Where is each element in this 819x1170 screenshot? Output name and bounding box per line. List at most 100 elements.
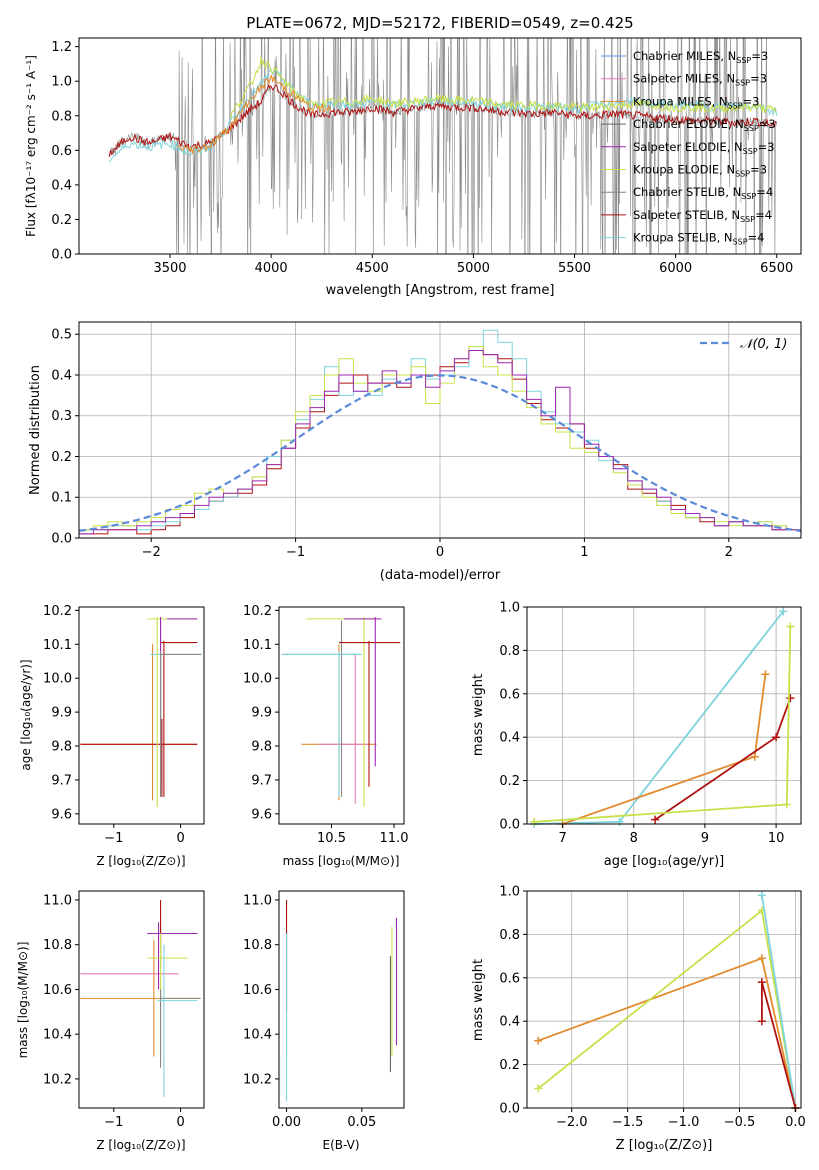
spectrum-panel: PLATE=0672, MJD=52172, FIBERID=0549, z=0… (24, 14, 802, 298)
x-tick-label: −1.0 (668, 1115, 700, 1130)
age-vs-mass-frame (278, 606, 405, 825)
x-tick-label: 0.05 (347, 1115, 376, 1130)
y-tick-label: 10.2 (243, 604, 272, 619)
x-tick-label: 7 (558, 831, 566, 846)
y-tick-label: 0.0 (499, 818, 520, 833)
weight-vs-z-data (534, 891, 800, 1112)
x-tick-label: 3500 (153, 261, 186, 276)
weight-vs-age-xlabel: age [log₁₀(age/yr)] (604, 854, 725, 869)
y-tick-label: 11.0 (43, 893, 72, 908)
y-tick-label: 0.0 (499, 1102, 520, 1117)
weight-line-0 (534, 610, 784, 825)
weight-marker (786, 694, 795, 703)
x-tick-label: 0 (436, 545, 444, 560)
weight-line-3 (534, 626, 792, 823)
x-tick-label: 0.0 (785, 1115, 806, 1130)
y-tick-label: 10.1 (243, 638, 272, 653)
y-tick-label: 0.4 (499, 1015, 520, 1030)
y-tick-label: 10.4 (43, 1028, 72, 1043)
x-tick-label: 4500 (356, 261, 389, 276)
x-tick-label: −1.5 (612, 1115, 644, 1130)
y-tick-label: 0.2 (51, 450, 72, 465)
mass-vs-ebv-frame (278, 890, 405, 1109)
x-tick-label: −1 (104, 831, 123, 846)
weight-marker (757, 954, 766, 963)
y-tick-label: 0.6 (499, 687, 520, 702)
y-tick-label: 9.7 (251, 773, 272, 788)
spectrum-clip (108, 38, 778, 254)
x-tick-label: 4000 (255, 261, 288, 276)
y-tick-label: 0.5 (51, 328, 72, 343)
weight-marker (651, 815, 660, 824)
mass-vs-ebv-xlabel: E(B-V) (322, 1138, 359, 1152)
legend-label: Salpeter STELIB, NSSP=4 (633, 208, 772, 224)
y-tick-label: 10.1 (43, 638, 72, 653)
x-tick-label: 0 (176, 831, 184, 846)
y-tick-label: 9.6 (51, 807, 72, 822)
weight-marker (782, 800, 791, 809)
mass-vs-ebv-panel: 0.00 0.05 10.2 10.4 10.6 10.8 11.0 E(B-V) (243, 890, 405, 1152)
y-tick-label: 0.8 (51, 109, 72, 124)
observed-spectrum (109, 38, 777, 254)
y-tick-label: 0.6 (499, 971, 520, 986)
x-tick-label: 9 (701, 831, 709, 846)
y-tick-label: 10.6 (243, 983, 272, 998)
weight-line-2 (761, 895, 797, 1109)
weight-line-1 (562, 674, 767, 825)
legend-label: Kroupa ELODIE, NSSP=3 (633, 163, 767, 179)
y-tick-label: 10.2 (243, 1072, 272, 1087)
weight-line-0 (537, 957, 797, 1109)
y-tick-label: 9.8 (51, 740, 72, 755)
weight-vs-z-ticks: −2.0 −1.5 −1.0 −0.5 0.0 0.0 0.2 0.4 0.6 0.8 1.0 (499, 885, 805, 1131)
spectrum-xlabel: wavelength [Angstrom, rest frame] (326, 283, 555, 298)
weight-marker (750, 752, 759, 761)
y-tick-label: 0.4 (51, 368, 72, 383)
y-tick-label: 9.9 (51, 706, 72, 721)
y-tick-label: 10.4 (243, 1028, 272, 1043)
residual-legend: 𝒩(0, 1) (700, 337, 787, 352)
weight-marker (534, 1084, 543, 1093)
x-tick-label: 10.5 (317, 831, 346, 846)
y-tick-label: 10.8 (43, 938, 72, 953)
age-vs-z-ylabel: age [log₁₀(age/yr)] (19, 659, 33, 770)
residual-ylabel: Normed distribution (28, 365, 43, 495)
x-tick-label: 0.00 (272, 1115, 301, 1130)
x-tick-label: −0.5 (724, 1115, 756, 1130)
residual-panel: −2 −1 0 1 2 0.0 0.1 0.2 0.3 0.4 0.5 (data-model)/e… (28, 321, 802, 583)
y-tick-label: 1.0 (499, 885, 520, 900)
model-spectrum-3 (177, 74, 332, 154)
y-tick-label: 0.0 (51, 532, 72, 547)
weight-vs-z-ylabel: mass weight (471, 959, 486, 1041)
gaussian-curve (78, 374, 802, 532)
y-tick-label: 0.0 (51, 248, 72, 263)
age-vs-mass-ticks: 10.5 11.0 9.6 9.7 9.8 9.9 10.0 10.1 10.2 (243, 604, 408, 846)
x-tick-label: 6500 (760, 261, 793, 276)
age-vs-mass-xlabel: mass [log₁₀(M/M⊙)] (283, 854, 400, 868)
y-tick-label: 10.2 (43, 604, 72, 619)
y-tick-label: 10.2 (43, 1072, 72, 1087)
weight-marker (786, 622, 795, 631)
y-tick-label: 0.3 (51, 409, 72, 424)
legend-label: Chabrier MILES, NSSP=3 (633, 49, 768, 65)
mass-vs-z-frame (78, 890, 205, 1109)
mass-vs-z-panel: −1 010.210.410.610.811.0 Z [log₁₀(Z/Z⊙)] … (16, 890, 205, 1152)
y-tick-label: 10.6 (43, 983, 72, 998)
y-tick-label: 0.6 (51, 144, 72, 159)
residual-xlabel: (data-model)/error (380, 568, 501, 583)
x-tick-label: 11.0 (380, 831, 409, 846)
residual-ticks: −2 −1 0 1 2 0.0 0.1 0.2 0.3 0.4 0.5 (51, 328, 733, 560)
y-tick-label: 0.4 (499, 731, 520, 746)
y-tick-label: 9.6 (251, 807, 272, 822)
histogram-3 (79, 350, 801, 535)
legend-label: Kroupa MILES, NSSP=3 (633, 94, 759, 110)
legend-label: Salpeter ELODIE, NSSP=3 (633, 140, 775, 156)
legend-label: Kroupa STELIB, NSSP=4 (633, 231, 764, 247)
weight-vs-z-grid (527, 890, 801, 1109)
spectrum-ylabel: Flux [fλ10⁻¹⁷ erg cm⁻² s⁻¹ A⁻¹] (24, 55, 38, 237)
y-tick-label: 10.8 (243, 938, 272, 953)
y-tick-label: 0.4 (51, 178, 72, 193)
y-tick-label: 11.0 (243, 893, 272, 908)
weight-vs-age-panel: 7 8 9 10 0.0 0.2 0.4 0.6 0.8 1.0 age [log₁₀(age/y… (471, 601, 802, 869)
weight-marker (761, 670, 770, 679)
mass-vs-z-xlabel: Z [log₁₀(Z/Z⊙)] (96, 1138, 185, 1152)
